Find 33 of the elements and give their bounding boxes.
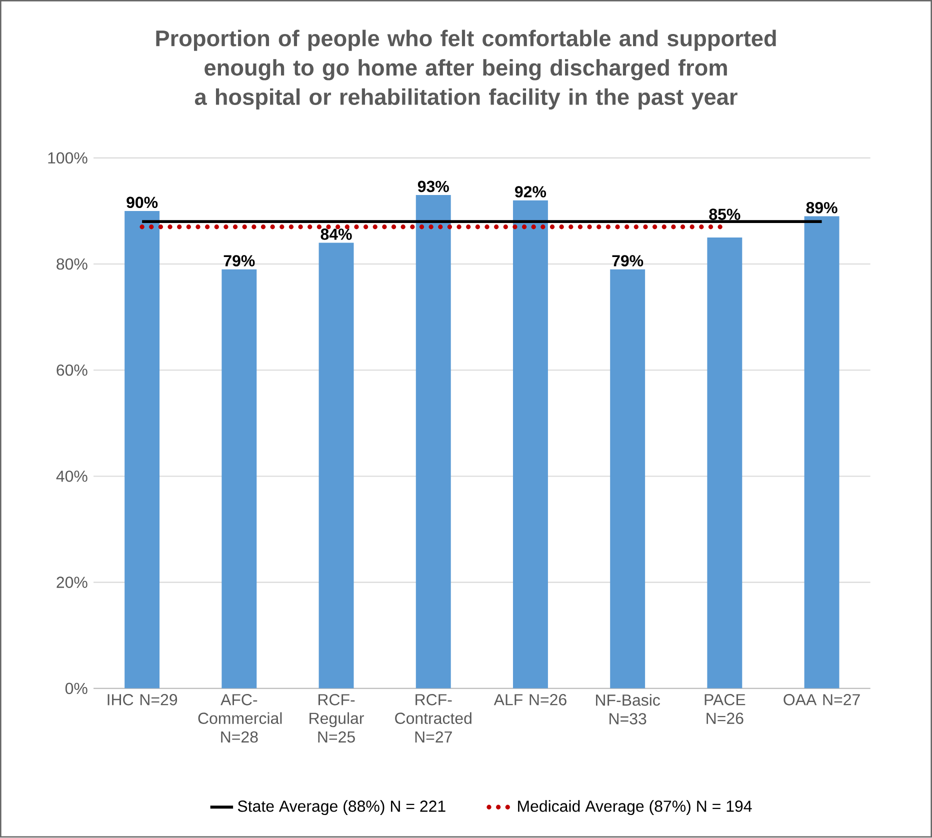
bar xyxy=(318,242,354,689)
data-label: 92% xyxy=(515,186,546,198)
x-tick-label: PACE N=26 xyxy=(704,694,746,724)
x-tick-label: RCF-Regular N=25 xyxy=(310,694,364,743)
y-tick-label: 20% xyxy=(56,576,88,588)
y-tick-label: 60% xyxy=(56,364,88,376)
x-tick-label: ALF N=26 xyxy=(494,694,566,706)
data-label: 89% xyxy=(806,202,838,214)
bar xyxy=(416,195,451,689)
data-label: 79% xyxy=(224,255,255,267)
y-tick-label: 40% xyxy=(56,470,88,482)
x-tick-label: RCF-Contracted N=27 xyxy=(395,694,472,743)
bar xyxy=(222,269,257,689)
data-label: 85% xyxy=(709,208,740,220)
bar xyxy=(124,211,160,689)
y-tick-label: 80% xyxy=(56,258,88,270)
chart-title: Proportion of people who felt comfortable and supported enough to go home after being discharged from a hospital or rehabilitation facility in the past year xyxy=(156,30,776,110)
legend-label: Medicaid Average (87%) N = 194 xyxy=(518,800,752,816)
data-label: 93% xyxy=(418,180,449,192)
x-tick-label: OAA N=27 xyxy=(784,694,860,706)
data-label: 84% xyxy=(320,228,352,240)
bar xyxy=(610,269,646,689)
legend-label: State Average (88%) N = 221 xyxy=(238,800,446,816)
x-tick-label: NF-Basic N=33 xyxy=(596,694,660,725)
data-label: 79% xyxy=(612,255,644,267)
bar xyxy=(707,238,742,689)
y-tick-label: 0% xyxy=(65,682,88,694)
data-label: 90% xyxy=(126,196,158,208)
y-tick-label: 100% xyxy=(48,152,88,164)
x-tick-label: AFC-Commercial N=28 xyxy=(198,694,282,743)
x-tick-label: IHC N=29 xyxy=(108,694,178,706)
bar xyxy=(804,216,840,689)
bar xyxy=(512,200,548,689)
